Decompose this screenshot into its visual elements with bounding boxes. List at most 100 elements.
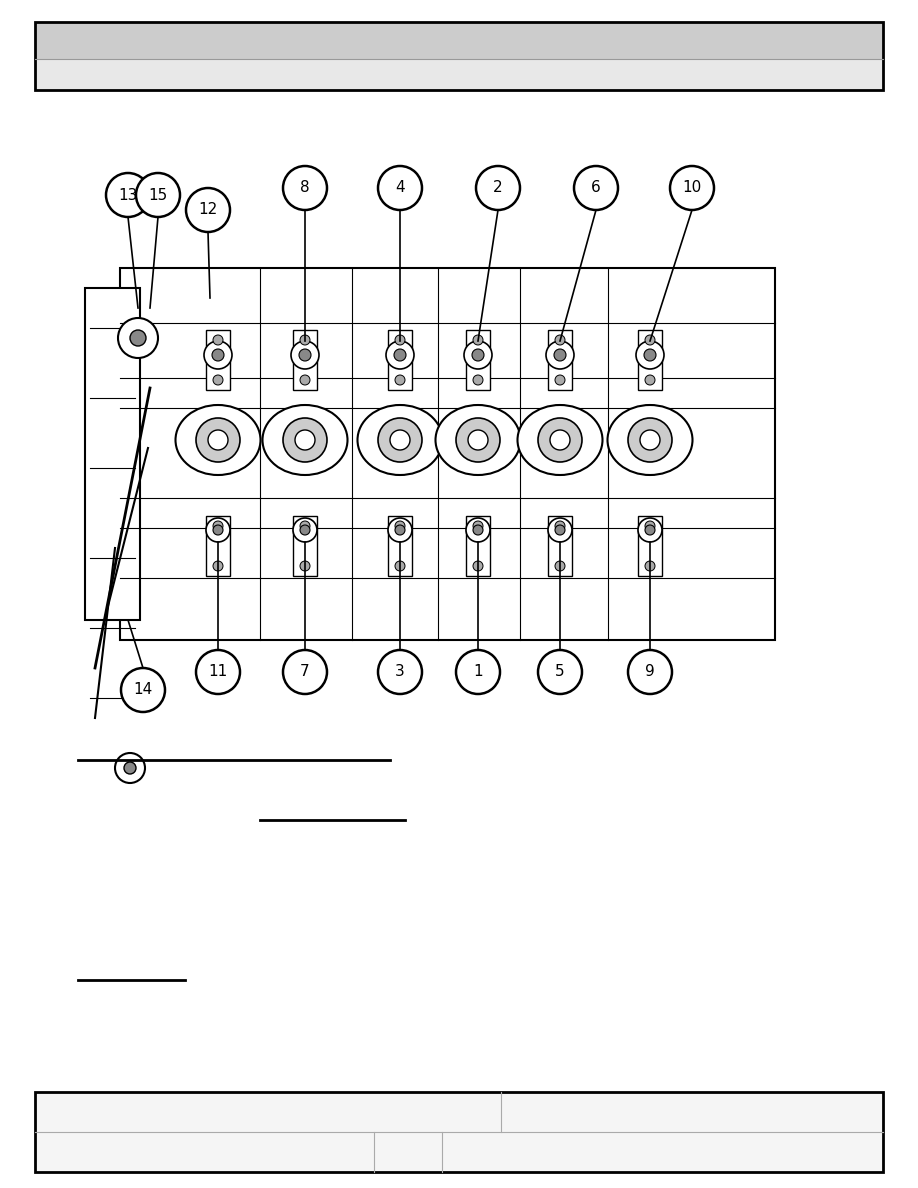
- Bar: [388, 330, 412, 390]
- Circle shape: [388, 518, 412, 542]
- Text: 7: 7: [300, 664, 309, 680]
- Circle shape: [186, 188, 230, 232]
- Bar: [293, 330, 317, 390]
- Ellipse shape: [263, 405, 348, 475]
- Circle shape: [196, 418, 240, 462]
- Circle shape: [283, 166, 327, 210]
- Text: 10: 10: [682, 181, 701, 196]
- Circle shape: [464, 341, 492, 369]
- Circle shape: [554, 349, 566, 361]
- Circle shape: [538, 650, 582, 694]
- Text: 11: 11: [208, 664, 228, 680]
- Circle shape: [300, 335, 310, 345]
- Circle shape: [628, 650, 672, 694]
- Circle shape: [295, 430, 315, 450]
- Text: 15: 15: [149, 188, 168, 202]
- Ellipse shape: [608, 405, 692, 475]
- Bar: [35, 23, 883, 59]
- Ellipse shape: [518, 405, 602, 475]
- Circle shape: [645, 375, 655, 385]
- Circle shape: [548, 518, 572, 542]
- Circle shape: [386, 341, 414, 369]
- Circle shape: [204, 341, 232, 369]
- Bar: [120, 268, 775, 640]
- Circle shape: [212, 349, 224, 361]
- Circle shape: [645, 522, 655, 531]
- Bar: [548, 330, 572, 390]
- Circle shape: [299, 349, 311, 361]
- Circle shape: [300, 522, 310, 531]
- Circle shape: [118, 318, 158, 358]
- Circle shape: [555, 522, 565, 531]
- Ellipse shape: [175, 405, 261, 475]
- Circle shape: [291, 341, 319, 369]
- Bar: [638, 330, 662, 390]
- Circle shape: [670, 166, 714, 210]
- Text: 4: 4: [395, 181, 405, 196]
- Text: 12: 12: [198, 202, 218, 217]
- Circle shape: [628, 418, 672, 462]
- Circle shape: [130, 330, 146, 346]
- Circle shape: [121, 668, 165, 712]
- Circle shape: [395, 525, 405, 535]
- Circle shape: [546, 341, 574, 369]
- Circle shape: [456, 650, 500, 694]
- Circle shape: [378, 650, 422, 694]
- Circle shape: [196, 650, 240, 694]
- Circle shape: [124, 762, 136, 775]
- Text: 2: 2: [493, 181, 503, 196]
- Circle shape: [473, 375, 483, 385]
- Circle shape: [574, 166, 618, 210]
- Circle shape: [645, 561, 655, 571]
- Circle shape: [466, 518, 490, 542]
- Circle shape: [283, 650, 327, 694]
- Text: 9: 9: [645, 664, 655, 680]
- Circle shape: [645, 335, 655, 345]
- Text: 13: 13: [118, 188, 138, 202]
- Circle shape: [136, 173, 180, 217]
- Circle shape: [550, 430, 570, 450]
- Circle shape: [213, 522, 223, 531]
- Bar: [293, 516, 317, 576]
- Circle shape: [106, 173, 150, 217]
- Circle shape: [213, 335, 223, 345]
- Bar: [35, 23, 883, 90]
- Circle shape: [468, 430, 488, 450]
- Circle shape: [638, 518, 662, 542]
- Circle shape: [395, 561, 405, 571]
- Text: 5: 5: [555, 664, 565, 680]
- Circle shape: [115, 753, 145, 783]
- Circle shape: [473, 561, 483, 571]
- Circle shape: [640, 430, 660, 450]
- Bar: [206, 516, 230, 576]
- Text: 1: 1: [473, 664, 483, 680]
- Circle shape: [644, 349, 656, 361]
- Bar: [466, 516, 490, 576]
- Bar: [35, 1092, 883, 1173]
- Bar: [638, 516, 662, 576]
- Bar: [388, 516, 412, 576]
- Circle shape: [472, 349, 484, 361]
- Circle shape: [395, 522, 405, 531]
- Circle shape: [538, 418, 582, 462]
- Circle shape: [378, 166, 422, 210]
- Circle shape: [395, 375, 405, 385]
- Bar: [85, 287, 140, 620]
- Circle shape: [208, 430, 228, 450]
- Circle shape: [213, 525, 223, 535]
- Bar: [35, 59, 883, 90]
- Circle shape: [636, 341, 664, 369]
- Circle shape: [645, 525, 655, 535]
- Circle shape: [555, 375, 565, 385]
- Circle shape: [283, 418, 327, 462]
- Circle shape: [555, 525, 565, 535]
- Circle shape: [213, 375, 223, 385]
- Circle shape: [293, 518, 317, 542]
- Bar: [206, 330, 230, 390]
- Bar: [548, 516, 572, 576]
- Circle shape: [390, 430, 410, 450]
- Text: 14: 14: [133, 682, 152, 697]
- Circle shape: [300, 561, 310, 571]
- Circle shape: [555, 335, 565, 345]
- Text: 3: 3: [395, 664, 405, 680]
